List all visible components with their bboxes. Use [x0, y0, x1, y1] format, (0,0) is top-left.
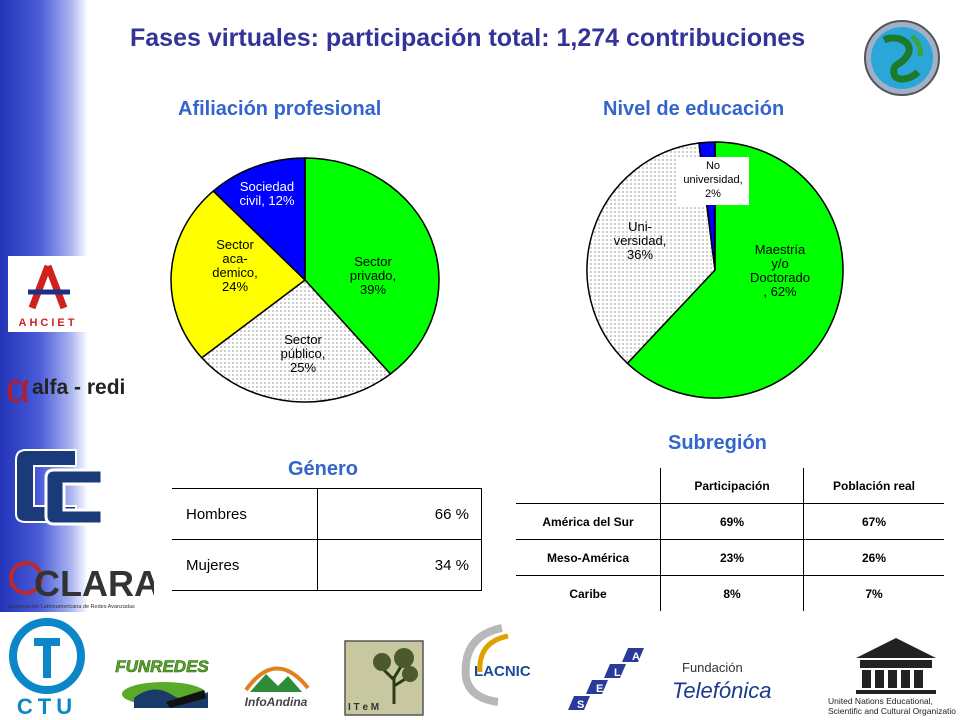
clara-logo: CLARA Cooperación Latinoamericana de Red… — [8, 561, 154, 610]
participation-value: 23% — [660, 539, 804, 576]
column-header: Participación — [660, 468, 804, 504]
clara-text: CLARA — [34, 563, 154, 604]
table-row: Mujeres 34 % — [172, 539, 482, 591]
gender-value: 34 % — [317, 539, 482, 591]
ctu-text: CTU — [17, 694, 77, 718]
gender-label: Hombres — [172, 488, 318, 540]
sela-letter: L — [614, 667, 621, 679]
fundacion-text: Fundación — [682, 660, 743, 675]
clara-tagline: Cooperación Latinoamericana de Redes Ava… — [8, 604, 135, 610]
ahciet-text: AHCIET — [19, 317, 78, 329]
pie-slice-label: Uni-versidad, 36% — [614, 219, 667, 262]
infoandina-logo: InfoAndina — [244, 666, 310, 709]
sela-letter: A — [632, 651, 640, 663]
telefonica-text: Telefónica — [672, 678, 771, 703]
pie-slice-label: Sociedad civil, 12% — [240, 179, 295, 208]
participation-value: 8% — [660, 575, 804, 611]
pie-slice — [200, 278, 392, 403]
pie-slice — [212, 157, 306, 282]
column-header: Población real — [803, 468, 944, 504]
unesco-logo: United Nations Educational, Scientific a… — [828, 638, 956, 716]
gender-value: 66 % — [317, 488, 482, 540]
pie-slice — [626, 141, 844, 399]
region-name: Meso-América — [516, 539, 661, 576]
funredes-text: FUNREDES — [115, 657, 209, 676]
unesco-text-line: United Nations Educational, — [828, 696, 933, 706]
table-row: América del Sur 69% 67% — [516, 503, 944, 540]
lacnic-text: LACNIC — [474, 663, 531, 680]
sela-logo: A L E S — [568, 646, 652, 718]
pie-slice-label: Sector aca-demico, 24% — [212, 237, 258, 294]
sela-letter: S — [577, 699, 584, 711]
fundacion-telefonica-logo: Fundación Telefónica — [672, 660, 771, 703]
table-row: Hombres 66 % — [172, 488, 482, 540]
pie-slice-label: No universidad, 2% — [683, 160, 742, 200]
item-text: I T e M — [348, 702, 379, 713]
page-title: Fases virtuales: participación total: 1,… — [130, 24, 806, 52]
region-name: Caribe — [569, 586, 607, 601]
participation-value: 69% — [660, 503, 804, 540]
population-value: 7% — [803, 575, 944, 611]
pie-slice-label: Sector privado, 39% — [350, 254, 396, 297]
ahciet-logo: AHCIET — [8, 256, 88, 332]
subregion-heading: Subregión — [668, 432, 767, 454]
lacnic-logo: LACNIC — [461, 624, 531, 706]
pie-slice — [304, 157, 440, 376]
funredes-logo: FUNREDES — [115, 657, 210, 708]
subregion-table: Participación Población real América del… — [516, 468, 944, 611]
pie-slice-label: Sector público, 25% — [281, 332, 326, 375]
education-pie-chart: Maestría y/o Doctorado, 62% Uni-versidad, 36… — [586, 141, 844, 399]
globe-logo — [864, 20, 940, 96]
education-heading: Nivel de educación — [603, 98, 785, 120]
alfa-redi-logo: α alfa - redi — [6, 364, 125, 411]
pie-slice — [170, 190, 307, 359]
pie-slice-label: Maestría y/o Doctorado, 62% — [750, 242, 810, 299]
affiliation-pie-chart: Sector privado, 39% Sector público, 25% Sector… — [170, 157, 440, 403]
population-value: 67% — [803, 503, 944, 540]
sela-letter: E — [596, 683, 603, 695]
column-header — [516, 468, 661, 504]
table-header-row: Participación Población real — [516, 468, 944, 504]
region-name: América del Sur — [516, 503, 661, 540]
population-value: 26% — [803, 539, 944, 576]
table-row: Caribe 8% 7% — [516, 575, 944, 611]
gender-heading: Género — [288, 458, 359, 480]
unesco-text-line: Scientific and Cultural Organization — [828, 706, 956, 716]
gender-label: Mujeres — [172, 539, 318, 591]
alfa-redi-text: alfa - redi — [32, 376, 125, 399]
cc-logo — [15, 449, 104, 526]
item-logo: I T e M — [344, 640, 424, 716]
table-row: Meso-América 23% 26% — [516, 539, 944, 576]
affiliation-heading: Afiliación profesional — [178, 98, 382, 120]
pie-label-box — [677, 157, 749, 205]
infoandina-text: InfoAndina — [245, 695, 308, 709]
ctu-logo: CTU — [9, 618, 85, 718]
gender-table: Hombres 66 % Mujeres 34 % — [172, 488, 482, 591]
alpha-icon: α — [6, 364, 30, 411]
